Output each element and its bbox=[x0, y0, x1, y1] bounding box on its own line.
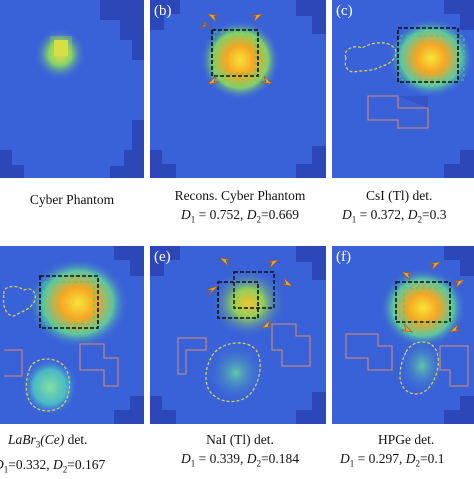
caption-b-d1-label: D bbox=[181, 207, 191, 222]
caption-c-d2-label: D bbox=[407, 207, 418, 222]
caption-d-d1-value: =0.332, bbox=[8, 456, 50, 472]
caption-f-d2-label: D bbox=[405, 451, 416, 466]
panel-c-heatmap bbox=[332, 0, 474, 178]
caption-f-d2-sub: 2 bbox=[415, 458, 421, 469]
caption-c-d1-value: = 0.372, bbox=[359, 207, 405, 222]
caption-b-d1-sub: 1 bbox=[190, 214, 196, 225]
panel-e-heatmap bbox=[150, 246, 326, 424]
caption-b: Recons. Cyber Phantom D1 = 0.752, D2=0.6… bbox=[150, 186, 330, 230]
caption-d-d1-label: D bbox=[0, 457, 4, 472]
caption-f-metrics: D1 = 0.297, D2=0.1 bbox=[332, 449, 474, 474]
panel-f-hpge: (f) bbox=[332, 246, 474, 424]
panel-e-label: (e) bbox=[154, 249, 171, 265]
panel-c-label: (c) bbox=[336, 3, 353, 19]
caption-f-d1-value: = 0.297, bbox=[357, 451, 403, 466]
caption-c-line1: CsI (Tl) det. bbox=[366, 188, 433, 203]
caption-c-d2-sub: 2 bbox=[417, 214, 423, 225]
caption-d-d2-value: =0.167 bbox=[67, 456, 106, 472]
caption-c: CsI (Tl) det. D1 = 0.372, D2=0.3 bbox=[332, 186, 474, 230]
caption-e-d2-value: =0.184 bbox=[261, 451, 299, 466]
caption-b-d2-label: D bbox=[246, 207, 257, 222]
caption-f: HPGe det. D1 = 0.297, D2=0.1 bbox=[332, 430, 474, 474]
panel-a-heatmap bbox=[0, 0, 144, 178]
caption-e-metrics: D1 = 0.339, D2=0.184 bbox=[150, 449, 330, 474]
panel-b-reconstructed: (b) bbox=[150, 0, 326, 178]
caption-d-sub: 3 bbox=[35, 439, 41, 450]
caption-d-d2-label: D bbox=[53, 456, 63, 472]
caption-b-metrics: D1 = 0.752, D2=0.669 bbox=[150, 205, 330, 230]
panel-c-csi: (c) bbox=[332, 0, 474, 178]
caption-d-d2-sub: 2 bbox=[62, 464, 68, 475]
caption-b-d2-sub: 2 bbox=[256, 214, 262, 225]
panel-d-heatmap bbox=[0, 246, 144, 424]
caption-e-d1-value: = 0.339, bbox=[198, 451, 244, 466]
caption-c-d2-value: =0.3 bbox=[422, 207, 447, 222]
caption-f-d1-sub: 1 bbox=[349, 458, 355, 469]
caption-a-line1: Cyber Phantom bbox=[29, 192, 115, 207]
caption-e-d1-label: D bbox=[181, 451, 191, 466]
caption-e-d1-sub: 1 bbox=[190, 458, 196, 469]
panel-d-labr3 bbox=[0, 246, 144, 424]
panel-b-heatmap bbox=[150, 0, 326, 178]
panel-f-label: (f) bbox=[336, 249, 351, 265]
panel-a-cyber-phantom bbox=[0, 0, 144, 178]
panel-e-nai: (e) bbox=[150, 246, 326, 424]
caption-c-metrics: D1 = 0.372, D2=0.3 bbox=[332, 205, 474, 230]
caption-d-paren: (Ce) bbox=[40, 432, 65, 447]
caption-e-line1: NaI (Tl) det. bbox=[206, 432, 274, 447]
caption-f-d1-label: D bbox=[340, 451, 350, 466]
caption-c-d1-sub: 1 bbox=[351, 214, 357, 225]
caption-b-line1: Recons. Cyber Phantom bbox=[174, 188, 306, 203]
caption-f-line1: HPGe det. bbox=[378, 432, 435, 447]
caption-b-d2-value: =0.669 bbox=[261, 207, 299, 222]
caption-d: LaBr3(Ce) det. D1=0.332, D2=0.167 bbox=[0, 430, 150, 479]
caption-a: Cyber Phantom bbox=[0, 190, 144, 209]
panel-b-label: (b) bbox=[154, 3, 172, 19]
caption-d-line1: LaBr3(Ce) det. bbox=[0, 430, 150, 455]
caption-e-d2-sub: 2 bbox=[256, 458, 262, 469]
caption-d-prefix: LaBr bbox=[8, 432, 36, 447]
caption-d-suffix: det. bbox=[64, 432, 88, 447]
panel-f-heatmap bbox=[332, 246, 474, 424]
caption-c-d1-label: D bbox=[342, 207, 352, 222]
caption-b-d1-value: = 0.752, bbox=[198, 207, 244, 222]
caption-d-metrics: D1=0.332, D2=0.167 bbox=[0, 455, 150, 479]
caption-d-d1-sub: 1 bbox=[3, 464, 9, 475]
caption-e-d2-label: D bbox=[246, 451, 257, 466]
caption-e: NaI (Tl) det. D1 = 0.339, D2=0.184 bbox=[150, 430, 330, 474]
caption-f-d2-value: =0.1 bbox=[420, 451, 445, 466]
